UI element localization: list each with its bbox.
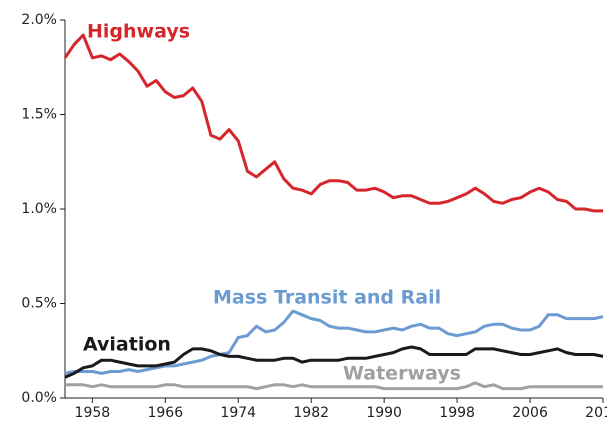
series-line [63,33,603,213]
series-label: Waterways [343,363,461,385]
series-line [64,345,604,379]
x-tick-label: 1990 [366,405,402,421]
y-tick-label: 1.5% [21,107,57,123]
series-label: Aviation [83,334,171,356]
series-label: Mass Transit and Rail [213,287,441,309]
x-tick-label: 1974 [220,405,256,421]
series-label: Highways [87,21,190,43]
series-line [64,309,604,375]
x-tick-label: 1958 [75,405,111,421]
x-tick-label: 1966 [147,405,183,421]
series-line [65,381,603,391]
x-tick-label: 2014 [585,405,607,421]
y-tick-label: 1.0% [21,201,57,217]
x-tick-label: 2006 [512,405,548,421]
y-tick-label: 2.0% [21,12,57,28]
x-tick-label: 1982 [293,405,329,421]
y-tick-label: 0.0% [21,390,57,406]
y-tick-label: 0.5% [21,296,57,312]
x-tick-label: 1998 [439,405,475,421]
